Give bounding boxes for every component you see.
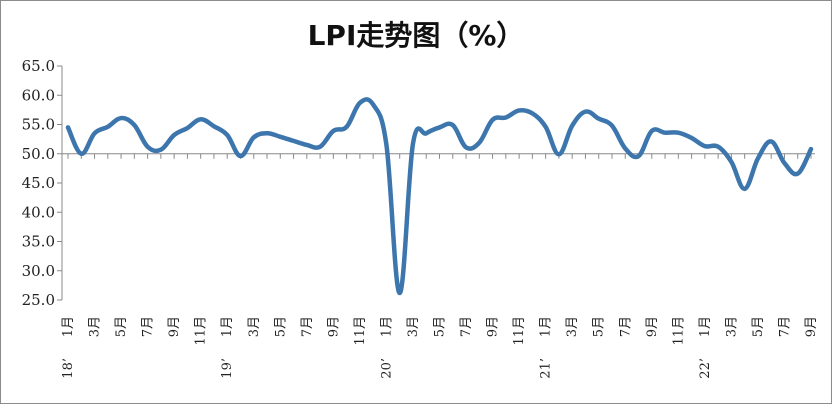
- y-tick-label: 40.0: [22, 203, 55, 221]
- y-tick-label: 45.0: [22, 174, 55, 192]
- x-tick-label: 5月: [592, 316, 607, 337]
- x-tick-label: 11月: [671, 316, 686, 346]
- chart-title: LPI走势图（%）: [307, 19, 525, 52]
- x-tick-label: 5月: [114, 316, 129, 337]
- x-tick-label: 3月: [88, 316, 103, 337]
- x-tick-label: 7月: [459, 316, 474, 337]
- y-tick-label: 55.0: [22, 116, 55, 134]
- x-tick-label: 3月: [406, 316, 421, 337]
- x-tick-label: 9月: [486, 316, 501, 337]
- y-tick-label: 35.0: [22, 233, 55, 251]
- x-tick-label: 1月: [539, 316, 554, 337]
- y-tick-label: 30.0: [22, 262, 55, 280]
- y-tick-label: 65.0: [22, 57, 55, 75]
- x-tick-label: 1月: [61, 316, 76, 337]
- y-tick-label: 25.0: [22, 291, 55, 309]
- x-tick-label: 11月: [353, 316, 368, 346]
- x-tick-label: 11月: [512, 316, 527, 346]
- y-tick-label: 50.0: [22, 145, 55, 163]
- y-tick-label: 60.0: [22, 86, 55, 104]
- lpi-series-line: [65, 97, 814, 296]
- x-tick-label: 1月: [379, 316, 394, 337]
- x-tick-label: 7月: [300, 316, 315, 337]
- x-tick-label: 5月: [433, 316, 448, 337]
- x-tick-label: 1月: [698, 316, 713, 337]
- x-tick-label: 7月: [141, 316, 156, 337]
- x-year-label: 20’: [379, 358, 394, 379]
- x-tick-label: 9月: [167, 316, 182, 337]
- x-year-label: 22’: [698, 358, 713, 379]
- x-tick-label: 3月: [724, 316, 739, 337]
- x-tick-label: 9月: [645, 316, 660, 337]
- x-tick-label: 7月: [618, 316, 633, 337]
- x-year-label: 21’: [539, 358, 554, 379]
- x-tick-label: 7月: [777, 316, 792, 337]
- x-tick-label: 5月: [751, 316, 766, 337]
- x-tick-label: 11月: [194, 316, 209, 346]
- x-tick-label: 9月: [326, 316, 341, 337]
- x-year-label: 19’: [220, 358, 235, 379]
- x-tick-label: 3月: [565, 316, 580, 337]
- x-tick-label: 1月: [220, 316, 235, 337]
- x-tick-label: 5月: [273, 316, 288, 337]
- x-tick-label: 3月: [247, 316, 262, 337]
- x-tick-label: 9月: [804, 316, 819, 337]
- x-year-label: 18’: [61, 358, 76, 379]
